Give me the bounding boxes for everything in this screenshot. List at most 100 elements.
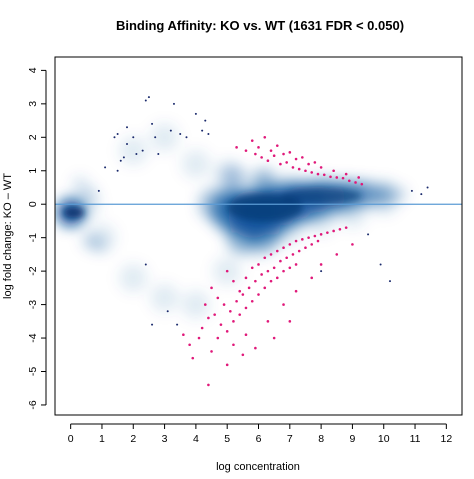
outlier-point <box>104 166 107 169</box>
significant-point <box>213 313 216 316</box>
significant-point <box>219 323 223 326</box>
outlier-point <box>176 323 179 326</box>
outlier-point <box>320 270 323 273</box>
significant-point <box>244 333 248 337</box>
outlier-point <box>379 263 382 266</box>
x-tick-label: 12 <box>441 433 453 445</box>
density-blob <box>181 150 210 179</box>
significant-point <box>304 246 307 250</box>
outlier-point <box>172 102 175 105</box>
significant-point <box>316 172 320 176</box>
density-haze <box>56 123 407 319</box>
y-tick-label: 0 <box>27 201 39 207</box>
significant-point <box>254 152 257 156</box>
y-axis: 4 3 2 1 0 -1 -2 -3 -4 -5 -6 <box>27 67 47 410</box>
significant-point <box>225 363 229 367</box>
significant-point <box>332 169 335 173</box>
density-core <box>82 187 97 202</box>
significant-point <box>313 161 317 164</box>
significant-point <box>319 233 323 236</box>
significant-point <box>338 228 342 231</box>
y-tick-label: -6 <box>27 400 39 409</box>
outlier-point <box>388 280 391 283</box>
significant-point <box>203 303 207 306</box>
significant-point <box>279 259 282 263</box>
significant-point <box>272 336 276 340</box>
significant-point <box>285 256 288 260</box>
outlier-point <box>119 159 122 162</box>
significant-point <box>301 238 304 241</box>
significant-point <box>188 343 191 347</box>
density-core <box>221 165 246 190</box>
significant-point <box>282 246 285 250</box>
significant-point <box>319 166 323 169</box>
density-peak-left <box>63 207 84 218</box>
significant-point <box>297 167 301 171</box>
significant-point <box>354 181 357 184</box>
density-blob <box>150 283 179 312</box>
significant-point <box>225 269 229 273</box>
significant-point <box>216 336 220 340</box>
significant-point <box>244 306 248 310</box>
significant-point <box>326 231 329 234</box>
significant-point <box>232 320 235 323</box>
significant-point <box>291 253 295 256</box>
significant-point <box>288 320 292 323</box>
y-axis-label: log fold change: KO – WT <box>2 173 14 299</box>
significant-point <box>191 356 195 360</box>
density-blob <box>119 263 148 292</box>
significant-point <box>357 176 360 179</box>
x-tick-label: 3 <box>162 433 168 445</box>
significant-point <box>269 149 273 152</box>
significant-point <box>210 286 213 290</box>
significant-point <box>282 152 285 156</box>
significant-point <box>294 289 298 293</box>
significant-point <box>247 286 251 290</box>
significant-point <box>232 279 235 283</box>
outlier-points <box>97 96 429 326</box>
significant-point <box>266 320 270 323</box>
outlier-point <box>141 149 144 152</box>
significant-point <box>304 169 307 173</box>
significant-point <box>291 166 295 169</box>
density-core <box>392 187 407 202</box>
significant-point <box>207 383 210 387</box>
significant-point <box>266 269 270 273</box>
significant-point <box>257 146 260 149</box>
significant-point <box>250 266 254 270</box>
outlier-point <box>144 263 147 266</box>
significant-point <box>322 173 326 177</box>
x-tick-label: 1 <box>99 433 105 445</box>
outlier-point <box>116 169 119 172</box>
significant-point <box>238 289 242 293</box>
y-tick-label: -4 <box>27 333 39 342</box>
significant-point <box>260 156 263 159</box>
significant-point <box>197 336 201 340</box>
x-tick-label: 7 <box>287 433 293 445</box>
significant-point <box>250 299 254 303</box>
outlier-point <box>207 132 210 135</box>
significant-point <box>310 171 314 174</box>
significant-point <box>232 343 235 347</box>
outlier-point <box>426 186 429 189</box>
x-tick-label: 4 <box>193 433 199 445</box>
significant-point <box>351 243 354 246</box>
x-tick-label: 10 <box>378 433 390 445</box>
x-tick-label: 11 <box>410 433 421 445</box>
significant-point <box>341 176 345 180</box>
significant-point <box>238 313 242 316</box>
significant-point <box>329 175 332 179</box>
significant-point <box>332 229 335 233</box>
significant-point <box>254 279 257 283</box>
y-tick-label: 3 <box>27 101 39 107</box>
outlier-point <box>113 136 116 139</box>
significant-point <box>294 157 298 161</box>
significant-point <box>229 309 232 313</box>
significant-point <box>254 346 257 350</box>
outlier-point <box>166 310 169 313</box>
significant-point <box>257 263 260 266</box>
significant-point <box>335 253 339 256</box>
density-core <box>248 218 281 251</box>
significant-point <box>301 156 304 159</box>
density-core <box>373 184 394 205</box>
